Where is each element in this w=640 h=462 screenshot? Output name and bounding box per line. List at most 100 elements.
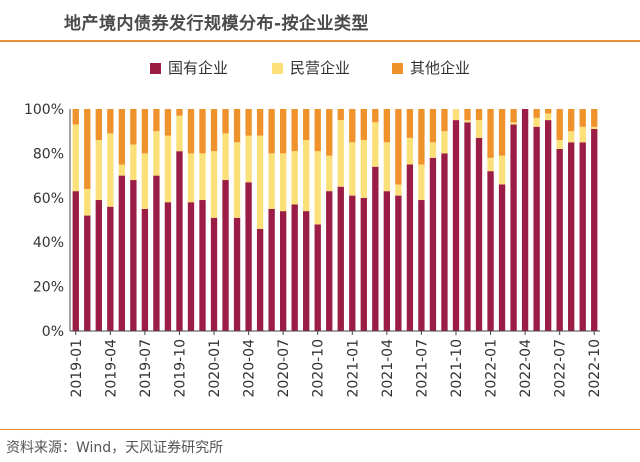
bar-segment — [337, 186, 344, 331]
x-tick-label: 2022-01 — [484, 339, 500, 398]
bar-segment — [383, 109, 391, 143]
bar-segment — [95, 109, 102, 141]
bar-segment — [141, 153, 149, 209]
bar-segment — [475, 120, 483, 138]
bar-segment — [256, 135, 264, 229]
bar-segment — [187, 202, 195, 331]
y-tick-label: 20% — [33, 280, 64, 296]
x-tick-label: 2021-10 — [449, 339, 465, 398]
bar-segment — [418, 109, 425, 165]
legend-swatch — [272, 63, 283, 74]
bar-segment — [533, 109, 540, 118]
bar-segment — [84, 109, 91, 189]
x-tick-label: 2020-04 — [242, 339, 258, 398]
bar-segment — [326, 109, 333, 156]
bar-segment — [187, 109, 195, 154]
bar-segment — [233, 142, 241, 218]
bar-segment — [579, 126, 586, 143]
bar-segment — [291, 109, 298, 152]
bar-segment — [498, 155, 506, 185]
bar-segment — [429, 157, 437, 331]
y-tick-label: 0% — [42, 324, 64, 340]
bar-segment — [556, 140, 563, 149]
bar-segment — [475, 137, 483, 331]
bar-segment — [429, 142, 437, 158]
bar-segment — [199, 153, 206, 201]
bar-segment — [245, 109, 252, 136]
bar-segment — [245, 135, 252, 183]
bar-segment — [510, 109, 517, 123]
bar-segment — [245, 182, 252, 331]
bar-segment — [487, 109, 494, 158]
bar-segment — [591, 128, 598, 331]
bar-segment — [268, 153, 275, 209]
bar-segment — [579, 109, 586, 127]
bar-segment — [383, 142, 391, 192]
bar-segment — [303, 140, 310, 212]
bar-segment — [222, 133, 229, 181]
bar-segment — [314, 151, 321, 225]
x-tick-label: 2020-07 — [276, 339, 292, 398]
x-tick-label: 2021-01 — [345, 339, 361, 398]
bar-segment — [130, 109, 137, 145]
bar-segment — [303, 109, 310, 141]
bar-segment — [337, 120, 344, 187]
x-tick-label: 2020-10 — [311, 339, 327, 398]
x-tick-label: 2019-10 — [172, 339, 188, 398]
x-tick-label: 2021-04 — [380, 339, 396, 398]
bar-segment — [544, 109, 552, 114]
bar-segment — [533, 126, 540, 331]
bar-segment — [360, 109, 367, 141]
bar-segment — [176, 115, 183, 152]
x-tick-label: 2019-01 — [69, 339, 85, 398]
bar-segment — [498, 109, 506, 156]
bar-segment — [533, 117, 540, 127]
bar-segment — [164, 202, 172, 331]
x-tick-label: 2021-07 — [414, 339, 430, 398]
bar-segment — [464, 109, 471, 121]
bar-segment — [429, 109, 437, 143]
bar-segment — [107, 206, 114, 331]
bar-segment — [199, 109, 206, 154]
bar-segment — [406, 109, 414, 138]
y-tick-label: 40% — [33, 235, 64, 251]
bar-segment — [418, 200, 425, 331]
bar-segment — [268, 109, 275, 154]
bar-segment — [406, 137, 414, 165]
bar-segment — [291, 151, 298, 205]
bar-segment — [256, 109, 264, 136]
bar-segment — [544, 113, 552, 121]
bar-segment — [452, 109, 460, 121]
bar-segment — [164, 109, 172, 136]
bar-segment — [187, 153, 195, 203]
bar-segment — [107, 133, 114, 207]
bar-segment — [176, 109, 183, 116]
bar-segment — [95, 140, 102, 201]
bar-segment — [141, 208, 149, 331]
bar-segment — [406, 164, 414, 331]
x-tick-label: 2022-10 — [587, 339, 603, 398]
legend-label: 其他企业 — [410, 59, 470, 77]
bar-segment — [268, 208, 275, 331]
bar-segment — [210, 109, 218, 152]
y-tick-label: 60% — [33, 191, 64, 207]
legend-swatch — [392, 63, 403, 74]
bar-segment — [487, 157, 494, 172]
bar-segment — [107, 109, 114, 134]
bar-segment — [84, 188, 91, 216]
bar-segment — [279, 109, 287, 154]
bar-segment — [383, 191, 391, 331]
bar-segment — [153, 175, 160, 331]
bar-segment — [568, 142, 575, 331]
bar-segment — [233, 217, 241, 331]
bar-segment — [210, 217, 218, 331]
y-tick-label: 80% — [33, 146, 64, 162]
bar-segment — [498, 184, 506, 331]
bar-segment — [130, 180, 137, 331]
bar-segment — [441, 131, 448, 154]
y-tick-label: 100% — [24, 102, 64, 118]
bar-segment — [441, 109, 448, 132]
bar-segment — [72, 109, 79, 125]
bar-segment — [141, 109, 149, 154]
bar-segment — [130, 144, 137, 181]
